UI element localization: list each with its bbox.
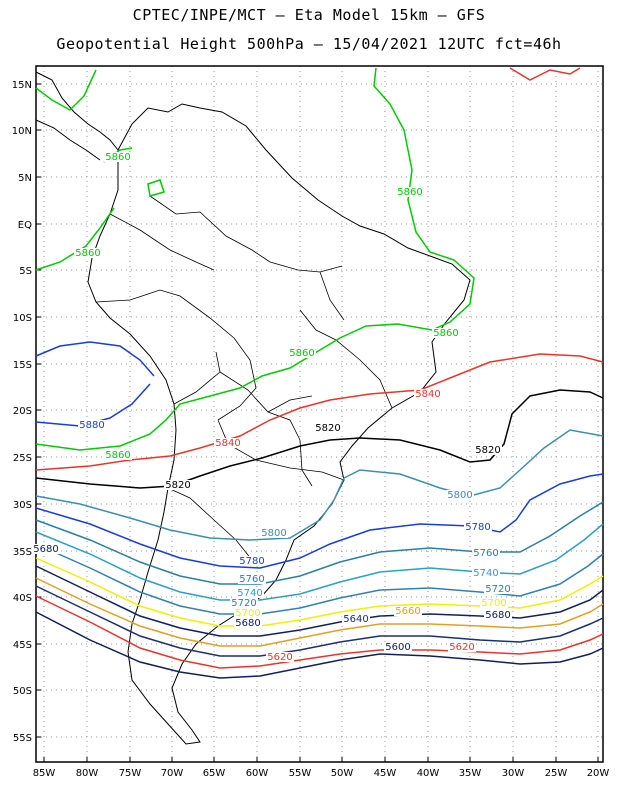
contour-label: 5860 xyxy=(105,152,130,163)
contour-label: 5780 xyxy=(465,522,490,533)
lat-tick-label: 35S xyxy=(13,547,32,558)
lat-tick-label: 15N xyxy=(12,80,32,91)
lon-tick-label: 25W xyxy=(545,768,568,779)
contour-5780 xyxy=(35,341,155,427)
contour-label: 5820 xyxy=(475,445,500,456)
contour-label: 5800 xyxy=(447,490,472,501)
contour-label: 5660 xyxy=(395,606,420,617)
contour-label: 5820 xyxy=(165,480,190,491)
map-grid: 15N 10N 5N EQ 5S 10S 15S 20S 25S 30S 35S 40S 45S 50S 5… xyxy=(12,65,610,779)
contour-5600 xyxy=(35,611,604,679)
contour-label: 5700 xyxy=(481,598,506,609)
lon-tick-label: 30W xyxy=(502,768,525,779)
contour-5820 xyxy=(35,389,604,489)
contour-5860 xyxy=(35,67,475,451)
contour-5840 xyxy=(509,67,581,81)
lon-tick-label: 50W xyxy=(331,768,354,779)
contour-label: 5720 xyxy=(231,598,256,609)
contour-label: 5860 xyxy=(433,328,458,339)
contour-label: 5740 xyxy=(473,568,498,579)
contour-label: 5760 xyxy=(473,548,498,559)
contour-5620 xyxy=(35,595,604,669)
lon-tick-label: 75W xyxy=(119,768,142,779)
lon-tick-label: 20W xyxy=(587,768,610,779)
contour-label: 5860 xyxy=(105,450,130,461)
central-america-coast xyxy=(35,71,119,161)
contour-5660 xyxy=(35,577,604,647)
contour-5840 xyxy=(35,353,604,471)
contour-label: 5880 xyxy=(79,420,104,431)
lat-tick-label: 20S xyxy=(13,406,32,417)
contour-label: 5680 xyxy=(33,544,58,555)
contour-label: 5820 xyxy=(315,423,340,434)
contour-label: 5780 xyxy=(239,556,264,567)
lon-tick-label: 55W xyxy=(289,768,312,779)
contour-label: 5860 xyxy=(397,187,422,198)
contour-label: 5700 xyxy=(235,608,260,619)
lon-tick-label: 60W xyxy=(246,768,269,779)
south-america-coast xyxy=(87,103,471,745)
contour-label: 5860 xyxy=(289,348,314,359)
contour-label: 5620 xyxy=(449,642,474,653)
contour-label: 5680 xyxy=(485,610,510,621)
map-title: CPTEC/INPE/MCT – Eta Model 15km – GFS xyxy=(132,6,486,24)
lat-tick-label: 55S xyxy=(13,733,32,744)
lon-tick-label: 85W xyxy=(33,768,56,779)
map-subtitle: Geopotential Height 500hPa – 15/04/2021 … xyxy=(56,35,562,53)
height-contours xyxy=(35,67,604,679)
lon-tick-label: 65W xyxy=(203,768,226,779)
contour-label: 5840 xyxy=(215,438,240,449)
country-borders xyxy=(95,195,393,561)
lat-tick-label: 5S xyxy=(19,266,32,277)
contour-5800 xyxy=(35,429,604,541)
contour-5740 xyxy=(35,523,604,601)
lat-tick-label: 25S xyxy=(13,453,32,464)
contour-5720 xyxy=(35,543,604,615)
lon-tick-label: 35W xyxy=(459,768,482,779)
contour-label: 5680 xyxy=(235,618,260,629)
contour-5780 xyxy=(35,473,604,569)
contour-label: 5760 xyxy=(239,574,264,585)
lat-tick-label: 5N xyxy=(18,173,32,184)
lat-tick-label: 15S xyxy=(13,360,32,371)
contour-label: 5640 xyxy=(343,614,368,625)
contour-label: 5600 xyxy=(385,642,410,653)
lat-tick-label: 30S xyxy=(13,500,32,511)
lon-tick-label: 80W xyxy=(76,768,99,779)
contour-label: 5860 xyxy=(75,248,100,259)
contour-label: 5840 xyxy=(415,389,440,400)
lat-tick-label: EQ xyxy=(18,220,32,231)
lon-tick-label: 40W xyxy=(417,768,440,779)
lat-tick-label: 40S xyxy=(13,593,32,604)
contour-5700 xyxy=(35,557,604,627)
contour-5680 xyxy=(35,565,604,637)
contour-labels: 5860 5860 5860 5860 5860 5860 5880 5840 5840 5820… xyxy=(32,152,512,663)
contour-5640 xyxy=(35,585,604,657)
lon-tick-label: 70W xyxy=(161,768,184,779)
lon-tick-label: 45W xyxy=(374,768,397,779)
contour-label: 5740 xyxy=(237,588,262,599)
lat-tick-label: 10S xyxy=(13,313,32,324)
contour-label: 5720 xyxy=(485,584,510,595)
contour-label: 5620 xyxy=(267,652,292,663)
contour-5760 xyxy=(35,501,604,585)
contour-label: 5800 xyxy=(261,528,286,539)
lat-tick-label: 50S xyxy=(13,686,32,697)
lat-tick-label: 45S xyxy=(13,640,32,651)
lat-tick-label: 10N xyxy=(12,126,32,137)
